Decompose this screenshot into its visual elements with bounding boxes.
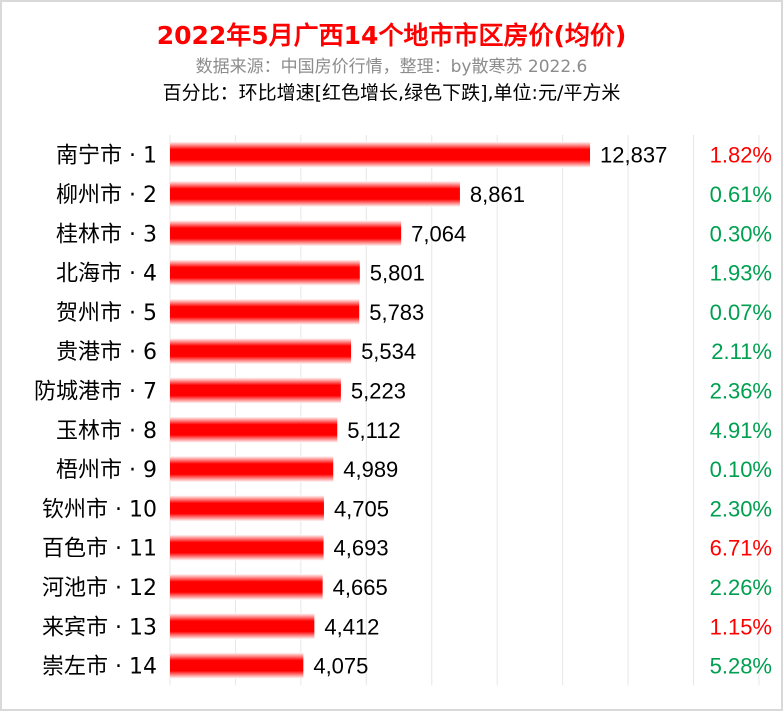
change-label: 1.93% — [710, 261, 772, 286]
change-label: 0.07% — [710, 300, 772, 325]
value-label: 5,801 — [370, 261, 425, 286]
bar — [170, 377, 341, 404]
value-label: 4,693 — [334, 536, 389, 561]
bar — [170, 141, 591, 168]
value-label: 4,989 — [343, 457, 398, 482]
bar — [170, 573, 323, 600]
value-label: 5,783 — [369, 300, 424, 325]
value-label: 12,837 — [600, 143, 667, 168]
category-label: 钦州市 · 10 — [42, 497, 157, 522]
category-label: 百色市 · 11 — [42, 537, 157, 562]
change-label: 5.28% — [710, 654, 772, 679]
category-label: 贵港市 · 6 — [56, 340, 157, 365]
bar — [170, 416, 338, 443]
value-label: 5,112 — [347, 418, 400, 443]
bar — [170, 495, 324, 522]
bar — [170, 298, 360, 325]
chart-subtitle: 数据来源：中国房价行情，整理：by散寒苏 2022.6 — [195, 57, 588, 77]
value-label: 4,705 — [334, 496, 389, 521]
bar — [170, 180, 460, 207]
value-label: 4,412 — [324, 614, 379, 639]
category-label: 河池市 · 12 — [42, 576, 157, 601]
category-label: 桂林市 · 3 — [56, 222, 157, 247]
category-label: 梧州市 · 9 — [56, 458, 157, 483]
change-label: 0.30% — [710, 221, 772, 246]
category-label: 来宾市 · 13 — [42, 615, 157, 640]
chart-note: 百分比：环比增速[红色增长,绿色下跌],单位:元/平方米 — [162, 82, 621, 104]
bar — [170, 220, 402, 247]
change-label: 6.71% — [710, 536, 772, 561]
chart-title: 2022年5月广西14个地市市区房价(均价) — [156, 21, 627, 50]
bar — [170, 456, 334, 483]
change-label: 0.10% — [710, 457, 772, 482]
change-label: 4.91% — [710, 418, 772, 443]
change-label: 0.61% — [710, 182, 772, 207]
change-label: 2.36% — [710, 378, 772, 403]
bar — [170, 534, 324, 561]
change-label: 2.11% — [711, 339, 772, 364]
category-label: 防城港市 · 7 — [34, 379, 157, 404]
change-label: 1.82% — [710, 143, 772, 168]
category-label: 南宁市 · 1 — [56, 144, 157, 169]
change-label: 1.15% — [710, 614, 772, 639]
bar — [170, 338, 352, 365]
change-label: 2.30% — [710, 496, 772, 521]
category-label: 北海市 · 4 — [56, 262, 157, 287]
value-label: 4,665 — [333, 575, 388, 600]
bar — [170, 259, 360, 286]
value-label: 5,223 — [351, 378, 406, 403]
value-label: 7,064 — [411, 221, 466, 246]
value-label: 4,075 — [313, 654, 368, 679]
value-label: 8,861 — [470, 182, 525, 207]
category-label: 崇左市 · 14 — [42, 655, 157, 680]
value-label: 5,534 — [361, 339, 416, 364]
category-label: 玉林市 · 8 — [56, 419, 157, 444]
bar — [170, 652, 304, 679]
category-label: 贺州市 · 5 — [56, 301, 157, 326]
category-label: 柳州市 · 2 — [56, 183, 157, 208]
change-label: 2.26% — [710, 575, 772, 600]
bar — [170, 613, 315, 640]
